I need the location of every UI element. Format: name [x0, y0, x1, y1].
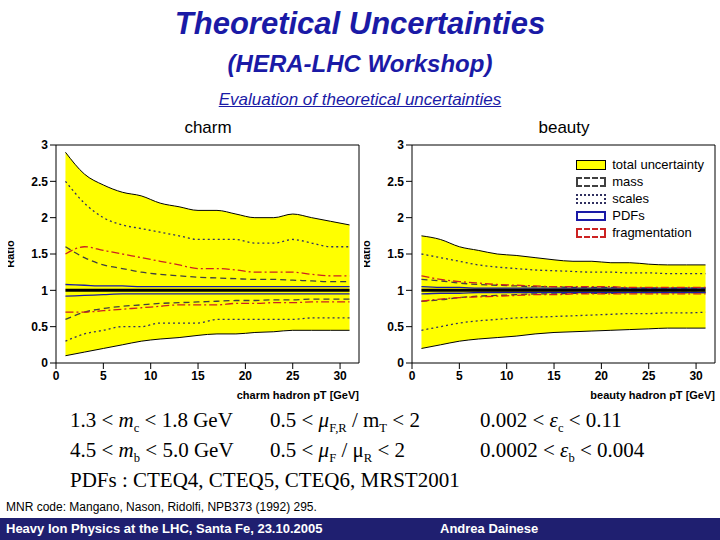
svg-text:1.5: 1.5: [387, 247, 404, 261]
html-text:Heavy Ion Physics at the LHC,: Heavy Ion Physics at the LHC, Santa Fe, …: [6, 521, 323, 536]
svg-text:0: 0: [397, 356, 404, 370]
html-text:0.5 < μF,R/ mT< 2: 0.5 < μF,R/ mT< 2: [270, 408, 420, 436]
svg-text:3: 3: [397, 138, 404, 152]
svg-text:beauty hadron pT [GeV]: beauty hadron pT [GeV]: [590, 389, 712, 401]
svg-text:1.5: 1.5: [31, 247, 48, 261]
html-text:MNR code: Mangano, Nason, Rido: MNR code: Mangano, Nason, Ridolfi, NPB37…: [6, 500, 317, 514]
svg-text:2: 2: [41, 211, 48, 225]
html-text:mass: mass: [612, 174, 644, 189]
svg-text:10: 10: [144, 369, 158, 383]
html-text:beauty: beauty: [538, 118, 590, 137]
svg-text:30: 30: [689, 369, 703, 383]
svg-text:2.5: 2.5: [31, 175, 48, 189]
svg-text:25: 25: [286, 369, 300, 383]
html-text:PDFs: PDFs: [612, 208, 645, 223]
svg-text:20: 20: [595, 369, 609, 383]
svg-text:1: 1: [41, 284, 48, 298]
svg-text:10: 10: [500, 369, 514, 383]
svg-text:3: 3: [41, 138, 48, 152]
svg-text:0.5: 0.5: [31, 320, 48, 334]
html-text:0.0002 < εb< 0.004: 0.0002 < εb< 0.004: [480, 438, 645, 466]
html-text:1.3 < mc< 1.8 GeV: 1.3 < mc< 1.8 GeV: [70, 408, 233, 436]
html-text:0.002 < εc< 0.11: 0.002 < εc< 0.11: [480, 408, 622, 436]
html-text:PDFs : CTEQ4, CTEQ5, CTEQ6, MR: PDFs : CTEQ4, CTEQ5, CTEQ6, MRST2001: [70, 468, 460, 492]
html-text:total uncertainty: total uncertainty: [612, 157, 704, 172]
html-text:(HERA-LHC Workshop): (HERA-LHC Workshop): [227, 50, 493, 77]
html-text:Andrea Dainese: Andrea Dainese: [440, 521, 539, 536]
svg-text:0: 0: [409, 369, 416, 383]
svg-text:30: 30: [333, 369, 347, 383]
html-text:4.5 < mb< 5.0 GeV: 4.5 < mb< 5.0 GeV: [70, 438, 234, 466]
svg-text:25: 25: [642, 369, 656, 383]
svg-text:Ratio: Ratio: [8, 240, 16, 268]
svg-text:20: 20: [239, 369, 253, 383]
svg-text:Ratio: Ratio: [364, 240, 372, 268]
svg-text:2.5: 2.5: [387, 175, 404, 189]
svg-text:charm hadron pT [GeV]: charm hadron pT [GeV]: [237, 389, 360, 401]
html-text:0.5 < μF/ μR< 2: 0.5 < μF/ μR< 2: [270, 438, 405, 466]
svg-text:5: 5: [456, 369, 463, 383]
svg-text:15: 15: [191, 369, 205, 383]
svg-text:1: 1: [397, 284, 404, 298]
svg-text:15: 15: [547, 369, 561, 383]
html-text:Evaluation of theoretical unce: Evaluation of theoretical uncertainties: [218, 90, 502, 109]
svg-text:5: 5: [100, 369, 107, 383]
html-text:scales: scales: [612, 191, 650, 206]
html-text:Theoretical Uncertainties: Theoretical Uncertainties: [174, 6, 546, 41]
svg-text:0: 0: [53, 369, 60, 383]
svg-text:0.5: 0.5: [387, 320, 404, 334]
svg-text:0: 0: [41, 356, 48, 370]
html-text:fragmentation: fragmentation: [612, 225, 692, 240]
html-text:charm: charm: [184, 118, 232, 137]
svg-text:2: 2: [397, 211, 404, 225]
